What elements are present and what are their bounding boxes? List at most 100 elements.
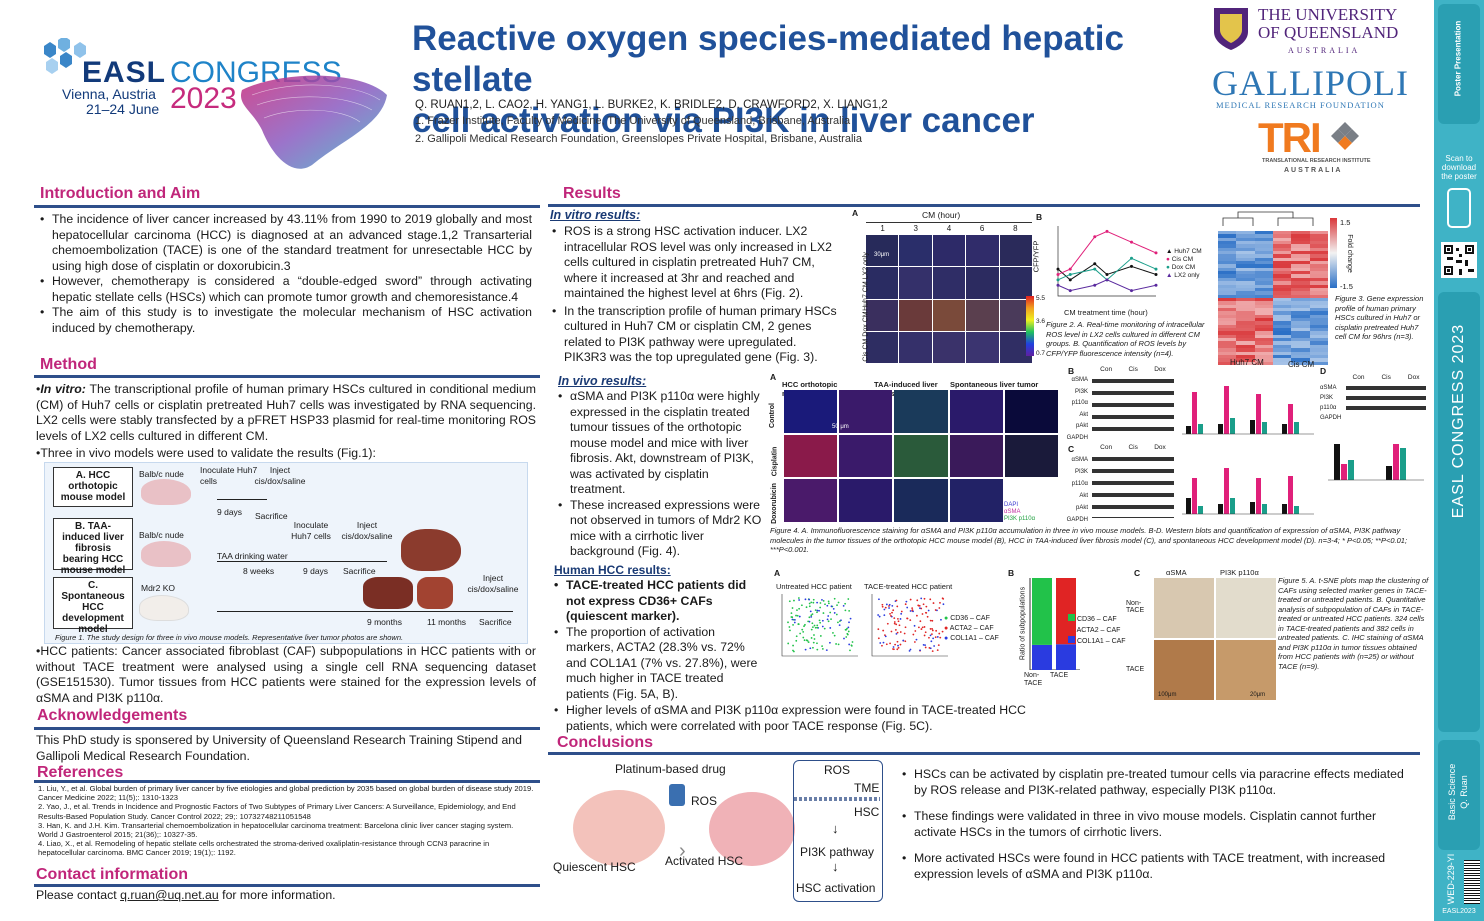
fig3-cbar-bot: -1.5 bbox=[1340, 282, 1353, 291]
fig2b-data-point bbox=[1093, 283, 1097, 287]
tsne-point bbox=[816, 611, 818, 614]
fig2b-xlabel: CM treatment time (hour) bbox=[1064, 308, 1148, 317]
pathway-hsc: HSC bbox=[854, 805, 880, 819]
heatmap-cell bbox=[1254, 231, 1273, 235]
figure-2-caption: Figure 2. A. Real-time monitoring of int… bbox=[1046, 320, 1205, 358]
heatmap-cell bbox=[1273, 284, 1292, 288]
tsne-point bbox=[808, 598, 811, 601]
heatmap-cell bbox=[1218, 311, 1237, 315]
heatmap-cell bbox=[1236, 291, 1255, 295]
heatmap-cell bbox=[1236, 231, 1255, 235]
heatmap-cell bbox=[1273, 281, 1292, 285]
heatmap-cell bbox=[1291, 344, 1310, 349]
heatmap-cell bbox=[1218, 237, 1237, 242]
tsne-point bbox=[822, 599, 825, 602]
tsne-point bbox=[881, 603, 884, 606]
balbc-label-1: Balb/c nude bbox=[139, 469, 184, 479]
heatmap-cell bbox=[1273, 331, 1292, 335]
heatmap-cell bbox=[1218, 321, 1237, 325]
tsne-point bbox=[837, 601, 840, 604]
contact-email-link[interactable]: q.ruan@uq.net.au bbox=[120, 888, 219, 902]
ack-heading: Acknowledgements bbox=[37, 707, 188, 724]
inject-label-3: Inject cis/dox/saline bbox=[467, 573, 519, 594]
fig5c-ihc-grid bbox=[1154, 578, 1276, 700]
tsne-point bbox=[849, 649, 851, 652]
fig2b-data-point bbox=[1130, 256, 1133, 260]
reference-4: 4. Liao, X., et al. Remodeling of hepati… bbox=[38, 839, 490, 858]
tsne-point bbox=[846, 633, 849, 636]
fig4a-row-cisplatin: Cisplatin bbox=[771, 446, 779, 477]
heatmap-cell bbox=[1291, 334, 1310, 339]
tsne-point bbox=[923, 634, 926, 637]
heatmap-cell bbox=[1291, 354, 1310, 359]
tsne-point bbox=[896, 640, 899, 643]
wb-d-pi3k: PI3K p110α bbox=[1320, 395, 1337, 411]
wb-c-akt: Akt bbox=[1079, 493, 1088, 499]
heatmap-cell bbox=[1254, 361, 1273, 365]
heatmap-cell bbox=[1309, 331, 1328, 335]
fig2b-series-line bbox=[1057, 257, 1157, 281]
heatmap-cell bbox=[1236, 341, 1255, 345]
tsne-point bbox=[896, 648, 899, 651]
heatmap-cell bbox=[1309, 348, 1328, 352]
fig2-cbar-mid: 3.6 bbox=[1036, 318, 1046, 325]
tsne-point bbox=[895, 599, 898, 602]
tsne-point bbox=[920, 628, 923, 630]
tsne-point bbox=[838, 624, 841, 627]
tsne-point bbox=[802, 631, 805, 633]
fig4d-label: D bbox=[1320, 366, 1327, 376]
fig4c-label: C bbox=[1068, 444, 1075, 454]
model-c-label: C. Spontaneous HCC development model bbox=[53, 577, 133, 635]
heatmap-cell bbox=[1236, 338, 1255, 342]
quiescent-hsc-label: Quiescent HSC bbox=[553, 860, 636, 874]
figure-4d: D Con Cis Dox αSMA PI3K p110α GAPDH bbox=[1320, 366, 1428, 526]
qr-code[interactable] bbox=[1441, 242, 1477, 278]
wb-d-asma: αSMA bbox=[1320, 385, 1337, 391]
tsne-point bbox=[847, 626, 850, 629]
side-author: Q. Ruan bbox=[1459, 775, 1469, 809]
timeline-b bbox=[217, 561, 387, 562]
fig2b-data-point bbox=[1056, 267, 1060, 271]
fig3-x1: Huh7 CM bbox=[1230, 358, 1264, 367]
tsne-point bbox=[836, 604, 838, 607]
fig5b-bar-segment bbox=[1032, 644, 1052, 670]
contact-text: Please contact bbox=[36, 888, 121, 902]
tsne-point bbox=[805, 606, 808, 609]
method-invivo-text: Three in vivo models were used to valida… bbox=[40, 446, 376, 460]
tsne-point bbox=[909, 648, 912, 651]
invitro-body: ROS is a strong HSC activation inducer. … bbox=[550, 224, 840, 366]
tsne-point bbox=[810, 616, 813, 618]
wb-b-pakt: pAkt bbox=[1075, 423, 1088, 429]
fig4c-bar-charts bbox=[1182, 468, 1314, 515]
tsne-point bbox=[896, 631, 899, 634]
fig2b-data-point bbox=[1056, 278, 1060, 282]
tsne-point bbox=[922, 643, 925, 646]
fig5b-axes bbox=[1029, 578, 1080, 670]
tsne-point bbox=[934, 609, 937, 611]
tsne-point bbox=[837, 643, 840, 646]
tsne-point bbox=[916, 599, 919, 602]
tsne-point bbox=[893, 617, 896, 619]
method-body-1: •In vitro: The transcriptional profile o… bbox=[36, 382, 536, 443]
heatmap-cell bbox=[1218, 261, 1237, 265]
tsne-point bbox=[830, 605, 833, 608]
tsne-point bbox=[792, 624, 794, 626]
fig2b-ylabel: CFP/YFP bbox=[1031, 240, 1041, 273]
heatmap-cell bbox=[1273, 254, 1292, 258]
heatmap-cell bbox=[1273, 294, 1292, 298]
wb-con-c: Con bbox=[1100, 444, 1113, 451]
heatmap-cell bbox=[1273, 341, 1292, 345]
right-sidebar: Poster Presentation Scan to download the… bbox=[1434, 0, 1484, 921]
tsne-point bbox=[923, 597, 926, 600]
tsne-point bbox=[818, 619, 821, 622]
tsne-point bbox=[808, 605, 811, 608]
tsne-point bbox=[835, 613, 838, 616]
tsne-point bbox=[813, 638, 816, 640]
tsne-point bbox=[892, 646, 895, 648]
fig5b-legend-cd36: CD36 – CAF bbox=[1076, 616, 1117, 623]
category-panel: Basic Science Q. Ruan bbox=[1438, 740, 1480, 850]
heatmap-cell bbox=[1236, 254, 1255, 258]
heatmap-cell bbox=[1218, 294, 1237, 298]
heatmap-cell bbox=[1273, 244, 1292, 248]
